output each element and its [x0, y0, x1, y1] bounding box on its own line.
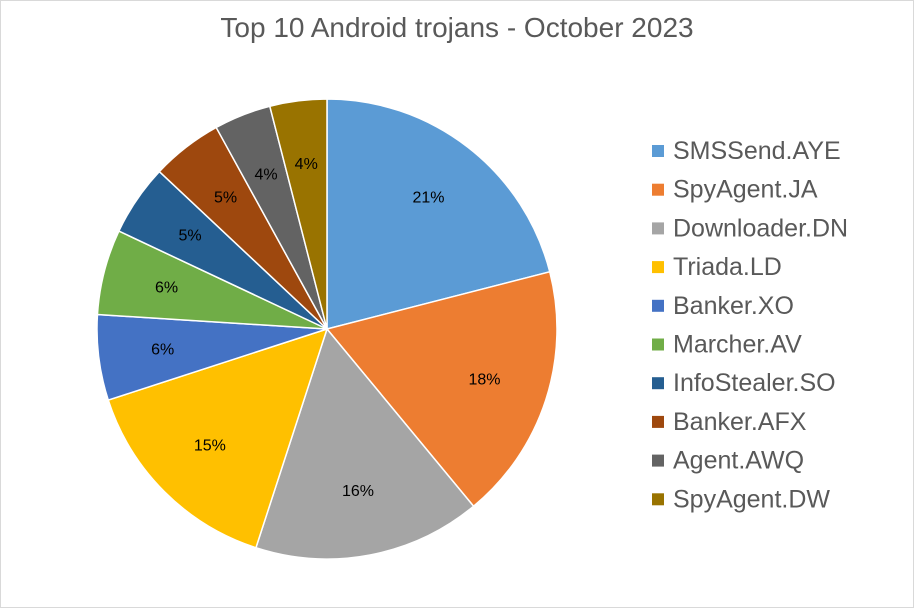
legend-label-smssend-aye: SMSSend.AYE: [673, 137, 841, 165]
data-label-marcher-av: 6%: [155, 279, 178, 296]
pie-slice-smssend-aye: [326, 98, 551, 330]
legend-label-agent-awq: Agent.AWQ: [673, 447, 804, 475]
legend-swatch-marcher-av: [652, 338, 664, 351]
chart-legend: SMSSend.AYE SpyAgent.JA Downloader.DN Triad…: [652, 137, 848, 513]
data-label-downloader-dn: 16%: [342, 483, 374, 500]
data-label-banker-xo: 6%: [151, 341, 174, 358]
legend-label-infostealer-so: InfoStealer.SO: [673, 369, 836, 397]
legend-swatch-smssend-aye: [652, 145, 664, 157]
legend-label-banker-afx: Banker.AFX: [673, 408, 807, 436]
legend-swatch-banker-xo: [652, 299, 664, 312]
pie-slice-spyagent-dw: [268, 98, 328, 330]
data-label-triada-ld: 15%: [194, 438, 226, 455]
legend-label-marcher-av: Marcher.AV: [673, 331, 802, 359]
legend-label-downloader-dn: Downloader.DN: [673, 214, 848, 242]
pie-slice-downloader-dn: [254, 327, 475, 560]
legend-swatch-spyagent-ja: [652, 183, 664, 196]
legend-swatch-infostealer-so: [652, 377, 664, 390]
pie-slices: [96, 98, 558, 560]
pie-slice-spyagent-ja: [325, 270, 558, 508]
data-label-banker-afx: 5%: [214, 190, 237, 207]
data-label-spyagent-dw: 4%: [295, 156, 318, 173]
legend-swatch-downloader-dn: [652, 222, 664, 235]
legend-swatch-banker-afx: [652, 415, 664, 428]
legend-swatch-spyagent-dw: [652, 493, 664, 506]
data-label-infostealer-so: 5%: [178, 227, 201, 244]
pie-slice-triada-ld: [107, 327, 329, 549]
legend-label-banker-xo: Banker.XO: [673, 292, 794, 320]
legend-label-spyagent-dw: SpyAgent.DW: [673, 485, 830, 513]
chart-title: Top 10 Android trojans - October 2023: [220, 12, 694, 43]
data-label-smssend-aye: 21%: [412, 190, 444, 207]
legend-label-spyagent-ja: SpyAgent.JA: [673, 176, 818, 204]
data-label-agent-awq: 4%: [254, 167, 277, 184]
legend-swatch-triada-ld: [652, 261, 664, 274]
data-label-spyagent-ja: 18%: [468, 372, 500, 389]
legend-swatch-agent-awq: [652, 454, 664, 467]
legend-label-triada-ld: Triada.LD: [673, 253, 782, 281]
pie-data-labels: 21% 18% 16% 15% 6% 6% 5% 5% 4% 4%: [151, 156, 500, 500]
